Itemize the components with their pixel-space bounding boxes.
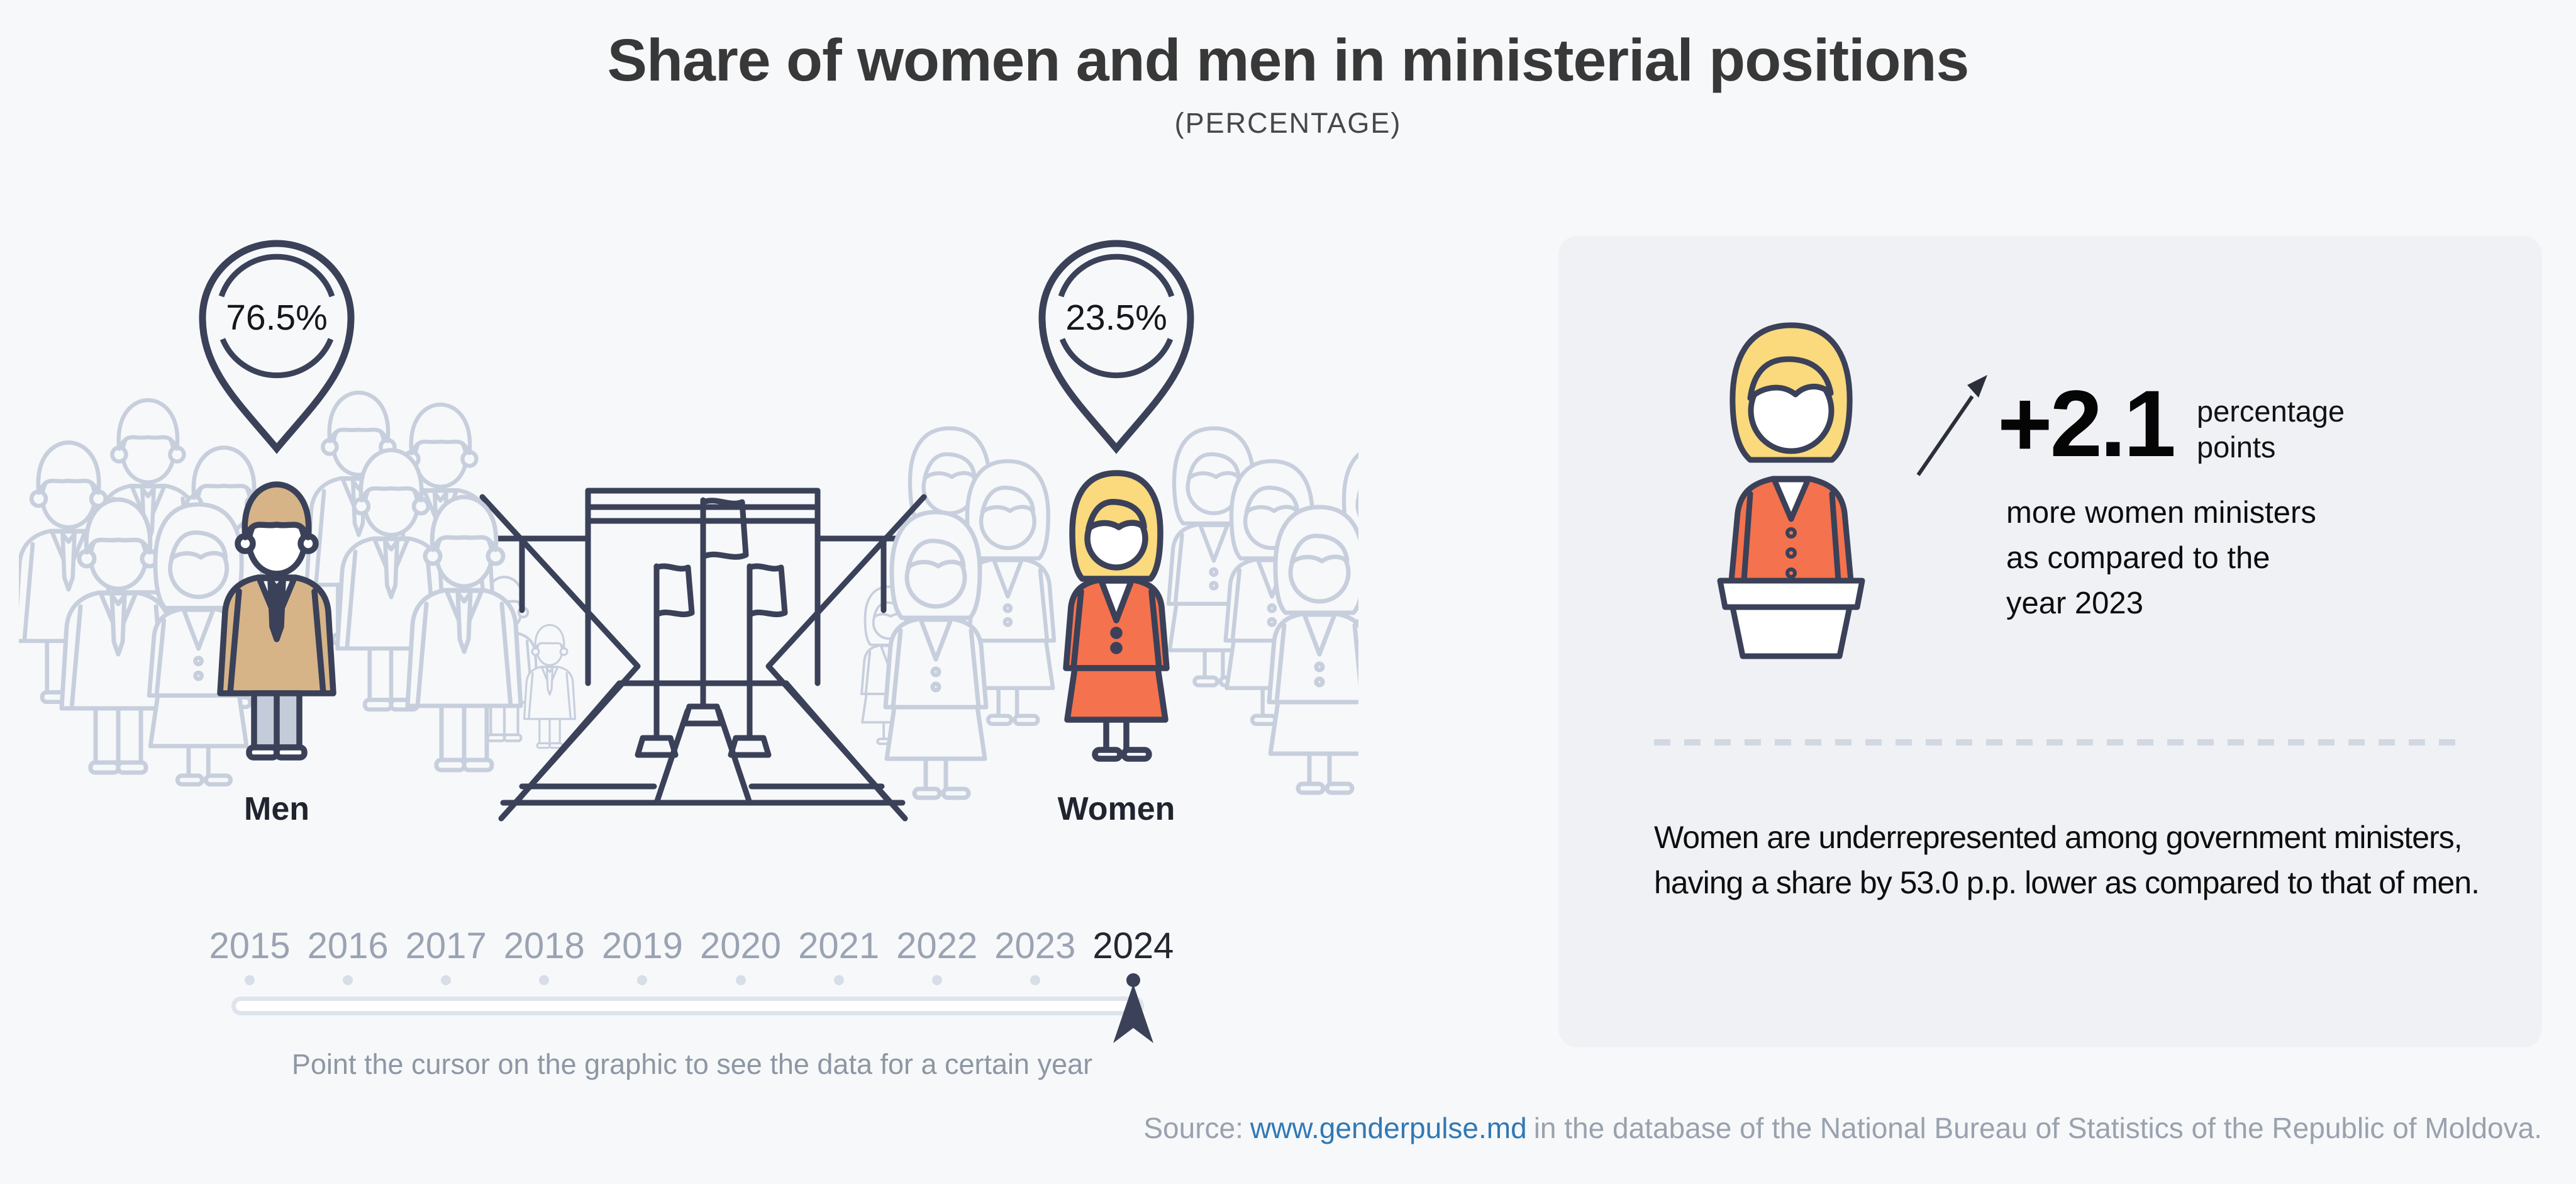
timeline-dot-2022[interactable]	[931, 975, 942, 985]
men-label: Men	[244, 791, 309, 827]
delta-value: +2.1	[1997, 371, 2176, 476]
panel-note: Women are underrepresented among governm…	[1654, 820, 2480, 900]
timeline-track[interactable]	[231, 997, 1144, 1015]
timeline-year-2015[interactable]: 2015	[209, 925, 291, 966]
page-title: Share of women and men in ministerial po…	[607, 27, 1970, 94]
timeline-year-2020[interactable]: 2020	[699, 925, 782, 966]
timeline-year-2017[interactable]: 2017	[405, 925, 487, 966]
timeline-dot-2017[interactable]	[441, 975, 452, 985]
source-suffix: in the database of the National Bureau o…	[1533, 1112, 2542, 1144]
upward-trend-arrow-icon	[1916, 375, 1987, 476]
timeline-dot-2018[interactable]	[539, 975, 550, 985]
delta-description: more women ministers as compared to the …	[2006, 496, 2316, 620]
timeline-hint: Point the cursor on the graphic to see t…	[291, 1048, 1093, 1080]
ministers-illustration[interactable]	[19, 233, 1358, 827]
timeline-dot-2023[interactable]	[1030, 975, 1040, 985]
women-label: Women	[1057, 791, 1175, 827]
timeline-year-2016[interactable]: 2016	[307, 925, 389, 966]
source-prefix: Source:	[1143, 1112, 1243, 1144]
delta-unit: percentage points	[2197, 394, 2345, 464]
dashed-divider	[1654, 739, 2460, 746]
timeline-dot-2016[interactable]	[343, 975, 353, 985]
women-share-value: 23.5%	[1065, 298, 1167, 338]
timeline-year-2022[interactable]: 2022	[896, 925, 978, 966]
women-share-pin[interactable]	[1042, 243, 1191, 449]
timeline-dot-2021[interactable]	[833, 975, 844, 985]
women-figure[interactable]	[1065, 472, 1167, 759]
woman-at-podium-icon	[1717, 322, 1865, 659]
source-link[interactable]: www.genderpulse.md	[1250, 1112, 1527, 1144]
government-building-icon	[479, 488, 927, 822]
timeline-cursor[interactable]	[1111, 983, 1155, 1046]
page-subtitle: (PERCENTAGE)	[1174, 107, 1402, 139]
timeline-slider[interactable]: 2015 2016 2017 2018 2019 2020 2021 2022 2023 2024	[209, 925, 1174, 1076]
source-line: Source: www.genderpulse.md in the database…	[1143, 1111, 2542, 1145]
timeline-dot-2020[interactable]	[735, 975, 746, 985]
timeline-dot-2015[interactable]	[245, 975, 255, 985]
timeline-year-2023[interactable]: 2023	[994, 925, 1076, 966]
men-share-pin[interactable]	[203, 243, 351, 449]
timeline-dot-2019[interactable]	[637, 975, 648, 985]
timeline-year-2024[interactable]: 2024	[1092, 925, 1174, 966]
timeline-year-2021[interactable]: 2021	[798, 925, 880, 966]
timeline-dot-2024[interactable]	[1126, 973, 1140, 987]
timeline-year-2019[interactable]: 2019	[601, 925, 683, 966]
men-share-value: 76.5%	[226, 298, 328, 338]
insight-panel: +2.1 percentage points more women minist…	[1558, 236, 2542, 1047]
timeline-year-2018[interactable]: 2018	[503, 925, 585, 966]
